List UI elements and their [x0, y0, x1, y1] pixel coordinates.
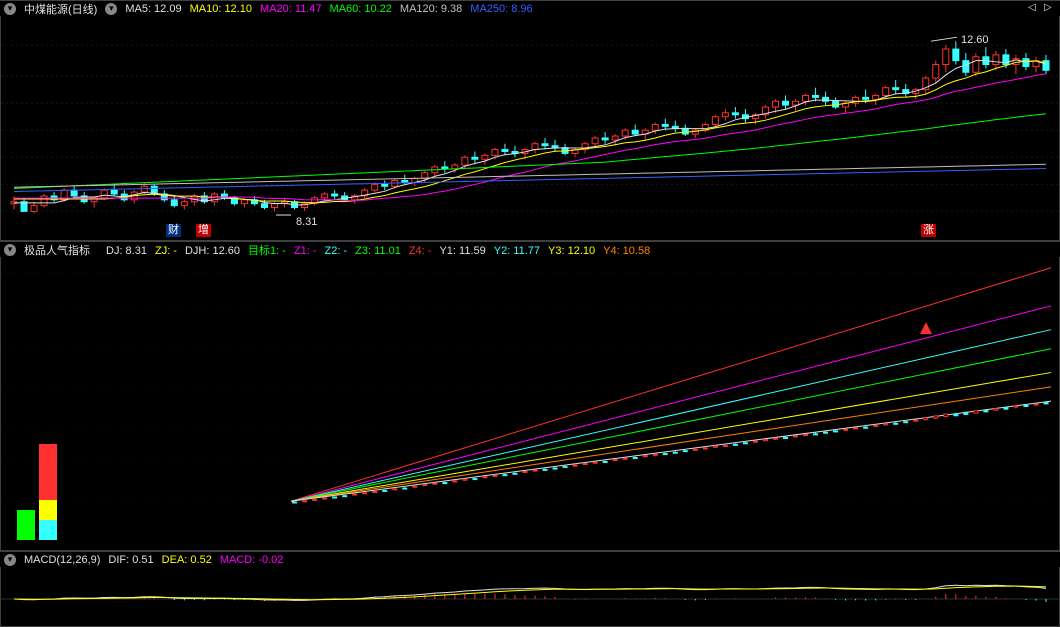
ma250-label: MA250: 8.96 [470, 3, 532, 15]
indicator-value: DJ: 8.31 [106, 245, 147, 257]
main-header: ▾ 中煤能源(日线) ▾ MA5: 12.09 MA10: 12.10 MA20… [0, 0, 1060, 16]
ma60-label: MA60: 10.22 [330, 3, 392, 15]
indicator-title: 极品人气指标 [24, 242, 90, 258]
badge-zhang: 涨 [921, 224, 936, 237]
high-price-label: 12.60 [961, 34, 989, 46]
ma-toggle-icon[interactable]: ▾ [105, 3, 117, 15]
macd-header: ▾ MACD(12,26,9) DIF: 0.51 DEA: 0.52 MACD… [0, 551, 1060, 567]
macd-section: ▾ MACD(12,26,9) DIF: 0.51 DEA: 0.52 MACD… [0, 551, 1060, 627]
indicator-value: DJH: 12.60 [185, 245, 240, 257]
ma120-label: MA120: 9.38 [400, 3, 462, 15]
color-legend [17, 444, 57, 540]
indicator-section: ▾ 极品人气指标 DJ: 8.31 ZJ: - DJH: 12.60 目标1: - Z1… [0, 241, 1060, 551]
indicator-value: ZJ: - [155, 245, 177, 257]
legend-bar-green [17, 510, 35, 540]
indicator-value: 目标1: - [248, 245, 286, 257]
macd-dea: DEA: 0.52 [162, 554, 212, 566]
main-chart-section: ▾ 中煤能源(日线) ▾ MA5: 12.09 MA10: 12.10 MA20… [0, 0, 1060, 241]
chevron-left-icon[interactable]: ◁ [1028, 2, 1038, 12]
ma10-label: MA10: 12.10 [190, 3, 252, 15]
indicator-value: Z1: - [294, 245, 317, 257]
badge-zeng: 增 [196, 224, 211, 237]
indicator-value: Y3: 12.10 [548, 245, 595, 257]
mid-header: ▾ 极品人气指标 DJ: 8.31 ZJ: - DJH: 12.60 目标1: - Z1… [0, 241, 1060, 257]
indicator-value: Y4: 10.58 [603, 245, 650, 257]
indicator-value: Z4: - [409, 245, 432, 257]
collapse-icon[interactable]: ▾ [4, 554, 16, 566]
badge-cai: 财 [166, 224, 181, 237]
low-price-label: 8.31 [296, 216, 317, 228]
indicator-value: Z2: - [325, 245, 348, 257]
macd-chart[interactable] [0, 567, 1060, 627]
macd-title: MACD(12,26,9) [24, 554, 100, 566]
indicator-chart[interactable] [0, 257, 1060, 551]
macd-macd: MACD: -0.02 [220, 554, 284, 566]
macd-dif: DIF: 0.51 [108, 554, 153, 566]
indicator-value: Y2: 11.77 [494, 245, 540, 257]
ma20-label: MA20: 11.47 [260, 3, 322, 15]
ma5-label: MA5: 12.09 [125, 3, 181, 15]
indicator-value: Y1: 11.59 [439, 245, 485, 257]
collapse-icon[interactable]: ▾ [4, 244, 16, 256]
legend-bar-stack [39, 444, 57, 540]
chevron-right-icon[interactable]: ▷ [1044, 2, 1054, 12]
candlestick-chart[interactable]: 12.60 8.31 财 增 涨 [0, 16, 1060, 241]
indicator-value: Z3: 11.01 [355, 245, 401, 257]
stock-title: 中煤能源(日线) [24, 1, 97, 17]
collapse-icon[interactable]: ▾ [4, 3, 16, 15]
